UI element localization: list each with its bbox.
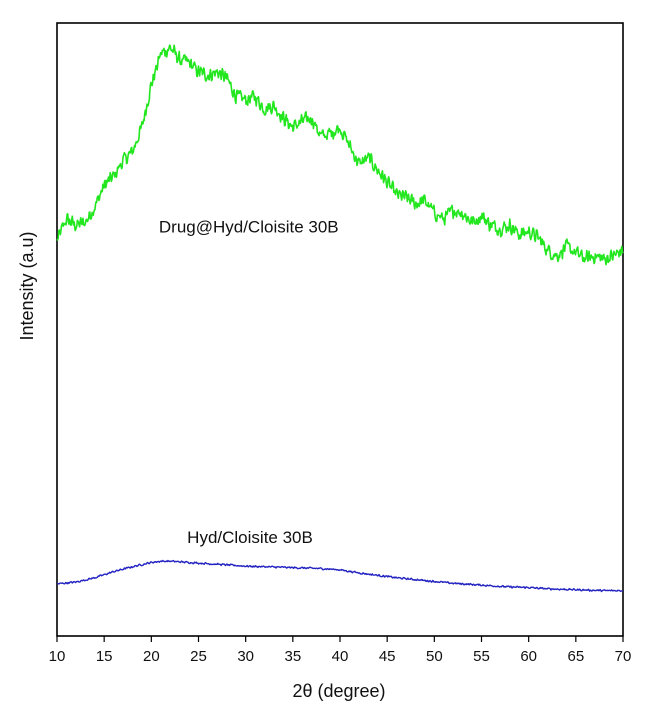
series-label-2: Hyd/Cloisite 30B [187,528,313,547]
y-axis-title: Intensity (a.u) [17,231,37,340]
x-tick-label-45: 45 [379,648,396,665]
x-tick-label-60: 60 [520,648,537,665]
x-tick-label-50: 50 [426,648,443,665]
x-axis-title: 2θ (degree) [292,681,385,701]
x-axis-tick-labels: 10 15 20 25 30 35 40 45 50 55 60 65 70 [49,648,632,665]
x-tick-label-15: 15 [96,648,113,665]
x-tick-label-70: 70 [615,648,632,665]
x-tick-label-30: 30 [237,648,254,665]
x-tick-label-40: 40 [332,648,349,665]
x-tick-label-25: 25 [190,648,207,665]
x-tick-label-20: 20 [143,648,160,665]
x-tick-label-65: 65 [567,648,584,665]
series-line-2 [56,559,624,593]
series-lines [56,44,624,593]
x-tick-label-35: 35 [284,648,301,665]
series-label-1: Drug@Hyd/Cloisite 30B [159,218,339,237]
series-labels: Drug@Hyd/Cloisite 30B Hyd/Cloisite 30B [159,218,339,547]
plot-frame [56,22,624,637]
series-line-1 [56,44,624,266]
x-axis-ticks [56,636,624,642]
x-tick-label-10: 10 [49,648,66,665]
x-tick-label-55: 55 [473,648,490,665]
